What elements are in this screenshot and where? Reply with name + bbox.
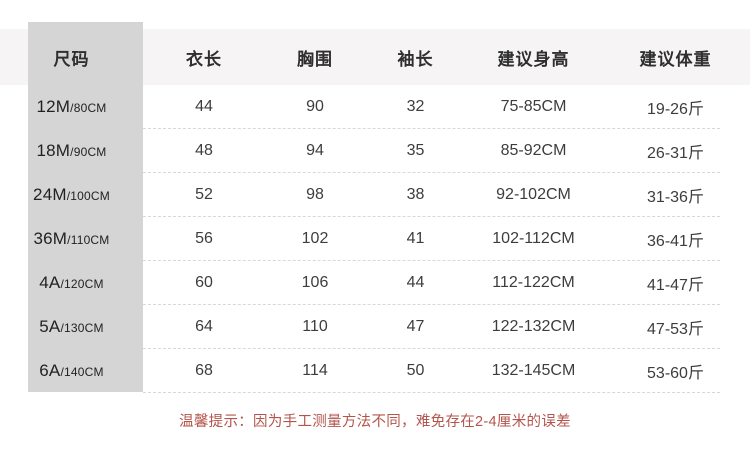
cell-bust: 110 (302, 318, 328, 335)
cell-bust: 114 (302, 362, 328, 379)
row-separator (143, 172, 720, 173)
size-sub-label: /80CM (70, 101, 107, 115)
cell-sleeve: 41 (406, 230, 425, 247)
cell-height: 92-102CM (496, 186, 571, 203)
cell-weight: 31-36斤 (647, 189, 704, 206)
size-sub-label: /140CM (60, 365, 104, 379)
cell-length: 44 (195, 98, 213, 115)
cell-size: 12M/80CM (0, 97, 143, 117)
size-main-label: 36M (33, 229, 68, 248)
measurement-disclaimer-note: 温馨提示：因为手工测量方法不同，难免存在2-4厘米的误差 (179, 414, 571, 430)
cell-sleeve: 50 (406, 362, 425, 379)
cell-height: 85-92CM (500, 142, 567, 159)
column-header-height: 建议身高 (497, 49, 570, 69)
table-row: 4A/120CM 60 106 44 112-122CM 41-47斤 (0, 261, 750, 305)
cell-weight: 26-31斤 (647, 145, 704, 162)
size-main-label: 12M (36, 97, 71, 116)
table-row: 18M/90CM 48 94 35 85-92CM 26-31斤 (0, 129, 750, 173)
column-header-weight: 建议体重 (639, 49, 712, 69)
cell-length: 64 (195, 318, 213, 335)
size-sub-label: /90CM (70, 145, 107, 159)
cell-sleeve: 35 (406, 142, 425, 159)
column-header-sleeve: 袖长 (397, 49, 434, 69)
cell-sleeve: 44 (406, 274, 425, 291)
row-separator (143, 260, 720, 261)
cell-bust: 102 (301, 230, 329, 247)
size-sub-label: /130CM (60, 321, 104, 335)
cell-sleeve: 47 (406, 318, 425, 335)
cell-bust: 94 (306, 142, 324, 159)
cell-length: 60 (195, 274, 213, 291)
size-sub-label: /100CM (66, 189, 110, 203)
size-sub-label: /110CM (67, 233, 110, 247)
cell-length: 56 (195, 230, 213, 247)
cell-size: 24M/100CM (0, 185, 143, 205)
cell-bust: 106 (301, 274, 329, 291)
table-row: 6A/140CM 68 114 50 132-145CM 53-60斤 (0, 349, 750, 393)
cell-size: 5A/130CM (0, 317, 143, 337)
row-separator (143, 348, 720, 349)
cell-weight: 36-41斤 (647, 233, 704, 250)
table-row: 12M/80CM 44 90 32 75-85CM 19-26斤 (0, 85, 750, 129)
cell-weight: 47-53斤 (647, 321, 704, 338)
table-header-row: 尺码 衣长 胸围 袖长 建议身高 建议体重 (0, 29, 750, 85)
cell-height: 132-145CM (491, 362, 576, 379)
cell-sleeve: 38 (406, 186, 425, 203)
size-main-label: 18M (36, 141, 71, 160)
size-main-label: 24M (33, 185, 67, 204)
cell-height: 102-112CM (492, 230, 575, 247)
cell-bust: 98 (306, 186, 324, 203)
cell-height: 112-122CM (492, 274, 575, 291)
cell-weight: 41-47斤 (647, 277, 704, 294)
cell-weight: 19-26斤 (647, 101, 704, 118)
cell-size: 36M/110CM (0, 229, 143, 249)
cell-height: 75-85CM (500, 98, 567, 115)
cell-length: 68 (195, 362, 213, 379)
cell-bust: 90 (306, 98, 324, 115)
cell-length: 52 (195, 186, 213, 203)
table-row: 5A/130CM 64 110 47 122-132CM 47-53斤 (0, 305, 750, 349)
table-row: 24M/100CM 52 98 38 92-102CM 31-36斤 (0, 173, 750, 217)
size-main-label: 6A (39, 361, 61, 380)
size-main-label: 5A (39, 317, 61, 336)
size-sub-label: /120CM (60, 277, 104, 291)
cell-length: 48 (195, 142, 213, 159)
column-header-length: 衣长 (186, 49, 222, 69)
column-header-size: 尺码 (53, 49, 90, 69)
row-separator (143, 392, 720, 393)
cell-size: 18M/90CM (0, 141, 143, 161)
size-main-label: 4A (39, 273, 61, 292)
table-row: 36M/110CM 56 102 41 102-112CM 36-41斤 (0, 217, 750, 261)
size-table: 尺码 衣长 胸围 袖长 建议身高 建议体重 12M/80CM 44 90 32 … (0, 29, 750, 393)
row-separator (143, 216, 720, 217)
cell-size: 6A/140CM (0, 361, 143, 381)
column-header-bust: 胸围 (297, 49, 333, 69)
cell-height: 122-132CM (491, 318, 576, 335)
cell-weight: 53-60斤 (647, 365, 704, 382)
size-column-background (28, 22, 143, 392)
cell-size: 4A/120CM (0, 273, 143, 293)
row-separator (143, 128, 720, 129)
row-separator (143, 304, 720, 305)
cell-sleeve: 32 (406, 98, 425, 115)
